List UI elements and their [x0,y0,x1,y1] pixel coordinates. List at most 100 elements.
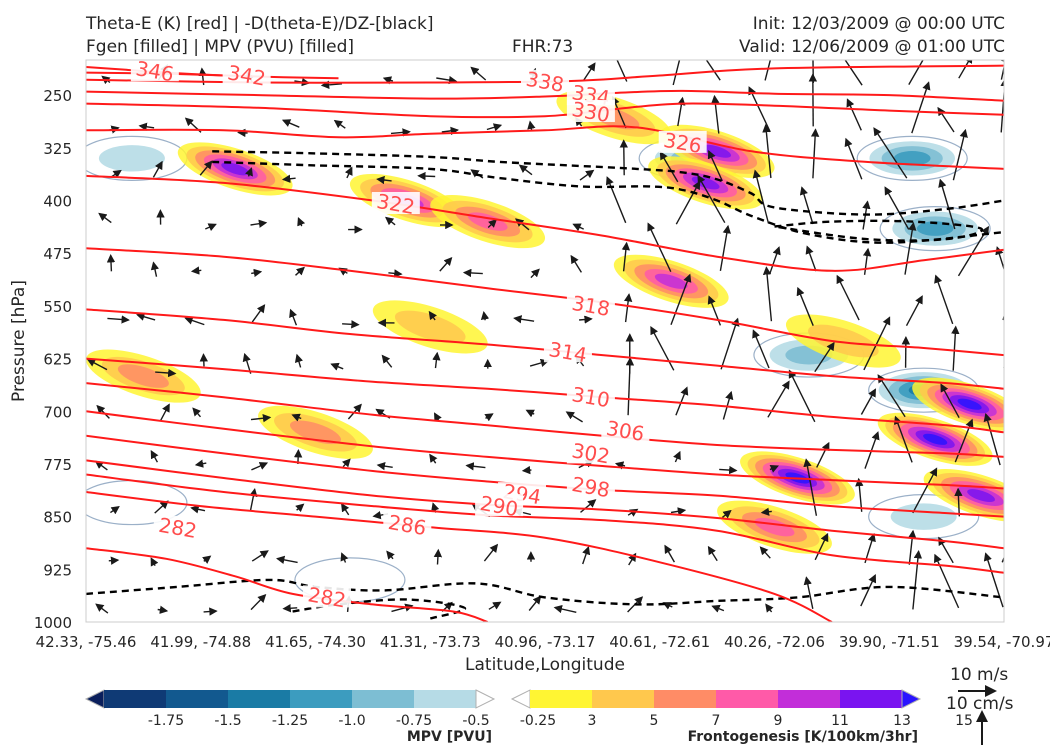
colorbar-segment [654,690,716,708]
fgen-region [703,144,732,158]
fgen-colorbar-title: Frontogenesis [K/100km/3hr] [688,729,918,745]
fgen-region [654,273,688,289]
theta-e-label-bg [601,418,650,441]
wind-vector [245,167,253,177]
wind-vector [340,552,349,563]
wind-vector [762,266,773,322]
mpv-outline [856,135,968,181]
fgen-region [923,433,948,445]
colorbar-tick: 13 [893,713,911,729]
wind-vector [250,593,267,611]
wind-vector [108,556,120,565]
wind-vector [341,458,351,468]
wind-vector [1007,202,1018,225]
wind-vector [670,273,692,326]
wind-vector [672,60,681,86]
wind-vector [150,449,159,463]
plot-area: 346 342 338 3343303263223183143103063022982… [86,60,1026,622]
wind-vector [157,605,169,614]
wind-vector [752,169,770,224]
chart-title-line1: Theta-E (K) [red] | -D(theta-E)/DZ-[blac… [86,14,434,34]
wind-vector [582,545,591,565]
wind-vector [707,150,723,182]
wind-vector [330,362,344,371]
wind-vector [295,266,305,276]
wind-vector [470,66,487,81]
colorbar-segment [530,690,592,708]
x-tick-label: 39.90, -71.51 [839,633,940,651]
colorbar-tick: -1.0 [338,713,365,729]
wind-key-horizontal-label: 10 m/s [950,665,1008,685]
wind-vector [294,353,303,368]
x-tick-label: 40.96, -73.17 [495,633,596,651]
wind-vector [515,218,530,231]
wind-vector [938,178,956,230]
wind-vector [580,499,597,513]
wind-vector [433,548,443,565]
wind-vector [150,557,159,567]
colorbar-extend-high [475,689,496,709]
wind-vector [390,128,411,137]
wind-vector [291,413,302,422]
wind-vector [1000,77,1004,133]
wind-vector [333,119,346,129]
wind-vector [96,404,110,419]
x-tick-label: 41.99, -74.88 [150,633,251,651]
wind-vector [995,246,1004,272]
fgen-region [808,324,879,358]
mpv-colorbar-title: MPV [PVU] [407,729,492,745]
wind-vector [816,441,830,468]
wind-vector [572,223,584,232]
wind-vector [320,80,343,90]
wind-vector [884,186,910,230]
wind-vector [912,467,938,514]
theta-e-contour-306 [86,382,1004,458]
wind-vector [342,320,360,329]
ddz-contour [86,578,1004,606]
theta-e-label-bg [543,340,592,363]
wind-vector [954,487,963,517]
wind-vector [150,261,160,277]
wind-vector [760,507,772,516]
y-tick-label: 550 [43,298,72,316]
colorbar-segment [414,690,476,708]
mpv-region [890,503,957,530]
wind-vector [1007,138,1026,175]
wind-vector [251,304,266,323]
wind-vector [846,98,862,131]
wind-vector [281,119,300,128]
wind-vector [952,128,968,181]
wind-vector [381,354,393,368]
wind-vector [205,223,217,232]
x-tick-label: 39.54, -70.97 [954,633,1050,651]
wind-vector [579,315,593,324]
wind-vector [251,462,269,471]
y-tick-label: 700 [43,403,72,421]
theta-e-label-bg [130,60,179,82]
wind-vector [521,465,532,475]
valid-time: Valid: 12/06/2009 @ 01:00 UTC [739,37,1005,57]
wind-key-vertical-label: 10 cm/s [946,694,1014,714]
wind-vector [439,256,453,272]
theta-e-contour-290 [86,473,1004,574]
mpv-outline [879,206,991,252]
x-tick-label: 41.31, -73.73 [380,633,481,651]
fgen-region [394,310,466,344]
wind-vector [190,505,206,514]
wind-vector [759,546,771,559]
wind-vector [95,603,109,614]
wind-vector [855,477,864,512]
wind-vector [565,411,583,423]
wind-vector [908,529,917,565]
theta-e-label-bg [566,293,615,316]
wind-vector [154,500,169,514]
wind-vector [983,552,1004,608]
wind-vector [621,241,631,272]
wind-vector [905,295,923,327]
wind-vector [721,509,732,519]
y-tick-label: 625 [43,351,72,369]
y-tick-label: 325 [43,140,72,158]
colorbar-segment [352,690,414,708]
wind-vector [1005,366,1022,415]
